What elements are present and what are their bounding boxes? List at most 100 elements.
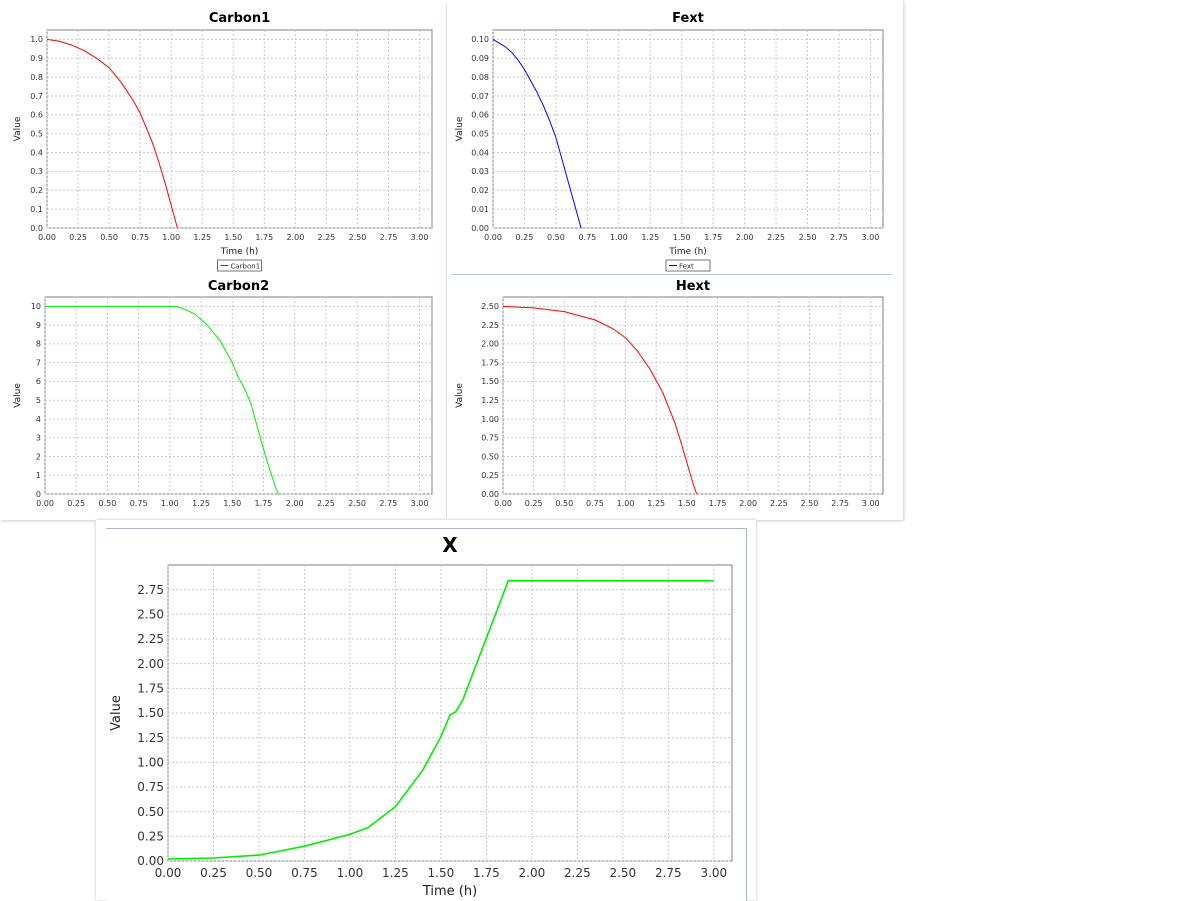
y-tick-label: 1.50 [481,377,499,386]
x-tick-label: 0.25 [67,499,85,508]
y-tick-label: 3 [36,434,41,443]
x-tick-label: 1.25 [382,866,409,880]
y-tick-label: 7 [36,358,41,367]
y-tick-label: 2.00 [481,340,499,349]
x-tick-label: 0.50 [547,233,565,242]
y-tick-label: 0.75 [137,780,164,794]
x-tick-label: 2.25 [770,499,788,508]
x-tick-label: 0.00 [36,499,54,508]
carbon1-chart-panel: Carbon1 0.00 0.25 0.50 0.75 1.00 1.25 1.50 1.75… [10,6,442,274]
x-tick-label: 1.75 [255,233,273,242]
x-tick-label: 2.75 [380,233,398,242]
x-tick-label: 1.50 [428,866,455,880]
y-tick-label: 0.50 [481,452,499,461]
y-tick-label: 8 [36,340,41,349]
y-tick-label: 10 [31,302,41,311]
y-tick-label: 0.25 [481,471,499,480]
y-tick-label: 0.00 [471,224,489,233]
x-chart: X 0.00 0.25 0.50 0.75 1.00 1.25 1.50 1.75 2.00 2.… [109,533,733,899]
x-tick-label: 2.25 [767,233,785,242]
chart-title: Hext [676,279,710,294]
y-tick-label: 1.00 [137,756,164,770]
x-tick-label: 1.00 [162,233,180,242]
plot-area [46,29,433,229]
x-tick-label: 2.00 [519,866,546,880]
x-tick-label: 0.25 [69,233,87,242]
y-tick-label: 1.75 [481,358,499,367]
legend-box [665,259,711,272]
y-tick-label: 0.75 [481,434,499,443]
plot-area [492,29,884,229]
x-tick-label: 1.50 [223,499,241,508]
x-tick-label: 0.50 [99,499,117,508]
y-axis-label: Value [13,116,23,141]
fext-chart-panel: Fext 0.00 0.25 0.50 0.75 1.00 1.25 1.50 1.75 2.0… [452,6,893,274]
y-tick-label: 0.01 [471,205,489,214]
y-tick-label: 0.6 [30,111,43,120]
y-tick-label: 1.75 [137,682,164,696]
x-tick-label: 2.75 [831,499,849,508]
carbon2-chart: Carbon2 0.00 0.25 0.50 0.75 1.00 1.25 1.50 1.75… [13,279,433,508]
x-tick-label: 1.75 [473,866,500,880]
y-tick-label: 5 [36,396,41,405]
x-tick-label: 0.50 [246,866,273,880]
fext-chart: Fext 0.00 0.25 0.50 0.75 1.00 1.25 1.50 1.75 2.0… [455,11,884,272]
y-tick-label: 2.25 [137,632,164,646]
x-tick-label: 2.50 [799,233,817,242]
y-tick-label: 0.3 [30,167,43,176]
legend-label: Carbon1 [231,263,261,271]
series-line-x [167,579,714,860]
y-tick-label: 2.75 [137,583,164,597]
x-tick-label: 1.75 [255,499,273,508]
y-axis-label: Value [13,383,23,408]
x-tick-label: 2.00 [736,233,754,242]
y-tick-label: 0.1 [30,205,43,214]
x-axis-label: Time (h) [220,247,259,257]
y-tick-label: 0.04 [471,148,489,157]
y-tick-label: 0.8 [30,73,43,82]
x-tick-label: 2.75 [655,866,682,880]
x-tick-label: 2.25 [318,233,336,242]
series-line-carbon1 [46,38,178,229]
y-tick-label: 1.25 [481,396,499,405]
x-tick-label: 3.00 [411,233,429,242]
y-tick-label: 0.03 [471,167,489,176]
y-tick-label: 0.4 [30,148,43,157]
legend: Carbon1 [217,259,262,272]
y-tick-label: 0.25 [137,830,164,844]
x-tick-label: 0.25 [525,499,543,508]
y-tick-label: 1 [36,471,41,480]
y-tick-label: 0.00 [481,490,499,499]
x-tick-label: 3.00 [411,499,429,508]
legend-label: Fext [679,263,694,271]
y-tick-label: 0.00 [137,854,164,868]
x-tick-label: 3.00 [700,866,727,880]
y-tick-label: 0.02 [471,186,489,195]
x-tick-label: 0.50 [555,499,573,508]
hext-chart-panel: Hext 0.00 0.25 0.50 0.75 1.00 1.25 1.50 1.75 2.0… [452,274,893,514]
y-tick-label: 2.00 [137,657,164,671]
y-tick-label: 0.5 [30,130,43,139]
y-tick-label: 2.50 [137,608,164,622]
y-tick-label: 6 [36,377,41,386]
y-tick-label: 0.07 [471,92,489,101]
x-chart-panel: X 0.00 0.25 0.50 0.75 1.00 1.25 1.50 1.75 2.00 2.… [106,528,747,901]
y-tick-label: 2 [36,452,41,461]
y-tick-label: 4 [36,415,41,424]
carbon1-chart: Carbon1 0.00 0.25 0.50 0.75 1.00 1.25 1.50 1.75… [13,11,433,272]
x-tick-label: 0.00 [155,866,182,880]
series-line-carbon2 [45,305,279,495]
y-tick-label: 0.09 [471,54,489,63]
x-tick-label: 2.75 [830,233,848,242]
x-tick-label: 2.75 [379,499,397,508]
x-tick-label: 1.75 [709,499,727,508]
chart-title: X [442,533,458,557]
x-tick-label: 2.50 [801,499,819,508]
x-tick-label: 0.25 [516,233,534,242]
series-line-hext [502,305,698,495]
x-tick-label: 0.00 [484,233,502,242]
y-tick-label: 1.50 [137,706,164,720]
y-tick-label: 1.25 [137,731,164,745]
x-tick-label: 1.75 [704,233,722,242]
x-tick-label: 2.50 [609,866,636,880]
